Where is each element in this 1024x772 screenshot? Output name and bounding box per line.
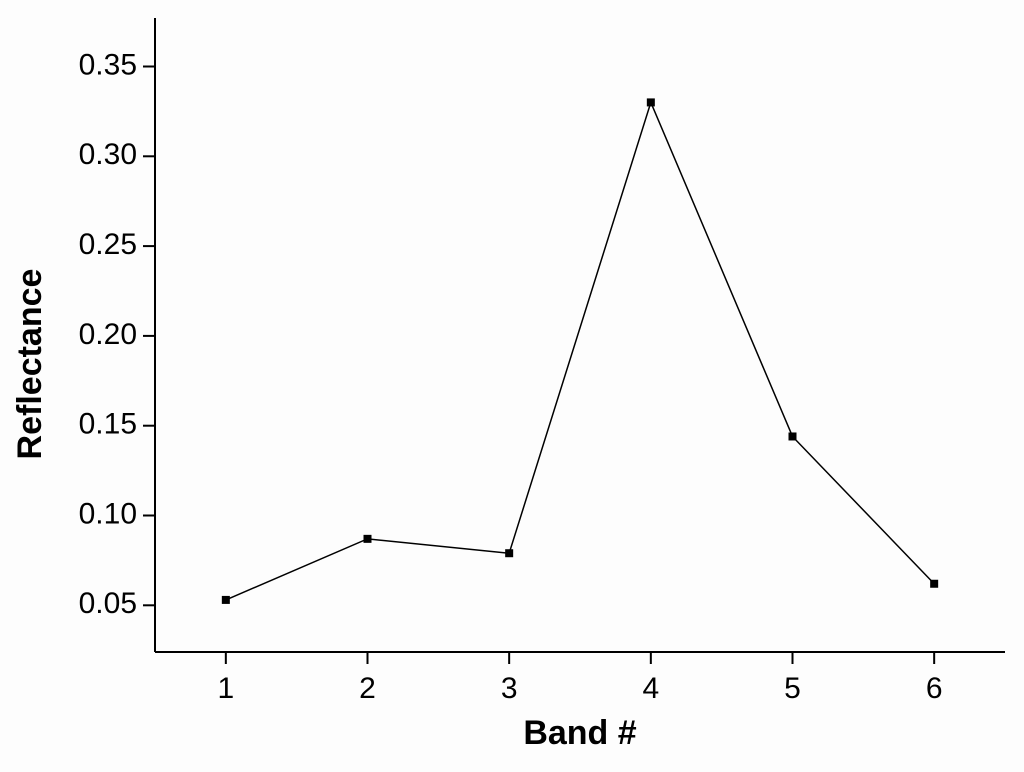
y-tick-label: 0.25 — [79, 228, 137, 261]
data-line — [225, 100, 935, 601]
x-tick-label: 4 — [642, 672, 659, 705]
x-tick-label: 3 — [501, 672, 518, 705]
data-point — [221, 595, 230, 604]
data-point — [788, 432, 797, 441]
data-point — [646, 98, 655, 107]
x-tick-label: 1 — [217, 672, 234, 705]
x-tick-label: 6 — [926, 672, 943, 705]
y-axis-label: Reflectance — [11, 269, 49, 460]
data-point — [363, 534, 372, 543]
y-tick-label: 0.20 — [79, 318, 137, 351]
y-tick-label: 0.05 — [79, 587, 137, 620]
data-point — [930, 579, 939, 588]
y-tick-label: 0.15 — [79, 408, 137, 441]
y-tick-label: 0.30 — [79, 138, 137, 171]
x-tick-label: 5 — [784, 672, 801, 705]
y-tick-label: 0.35 — [79, 48, 137, 81]
x-axis-label: Band # — [523, 714, 636, 752]
x-tick-label: 2 — [359, 672, 376, 705]
y-tick-label: 0.10 — [79, 497, 137, 530]
data-point — [505, 549, 514, 558]
